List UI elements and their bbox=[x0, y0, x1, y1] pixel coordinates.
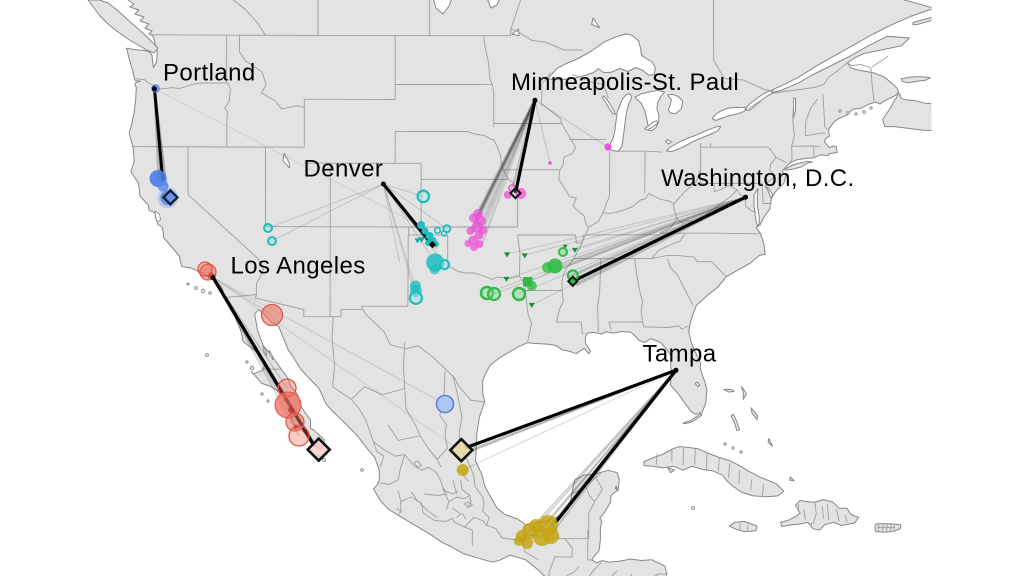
svg-text:Tampa: Tampa bbox=[643, 340, 717, 367]
svg-text:Washington, D.C.: Washington, D.C. bbox=[661, 165, 855, 192]
svg-text:Los Angeles: Los Angeles bbox=[231, 253, 366, 280]
svg-text:Portland: Portland bbox=[163, 60, 256, 87]
svg-text:Denver: Denver bbox=[304, 155, 384, 182]
svg-text:Minneapolis-St. Paul: Minneapolis-St. Paul bbox=[511, 69, 739, 96]
